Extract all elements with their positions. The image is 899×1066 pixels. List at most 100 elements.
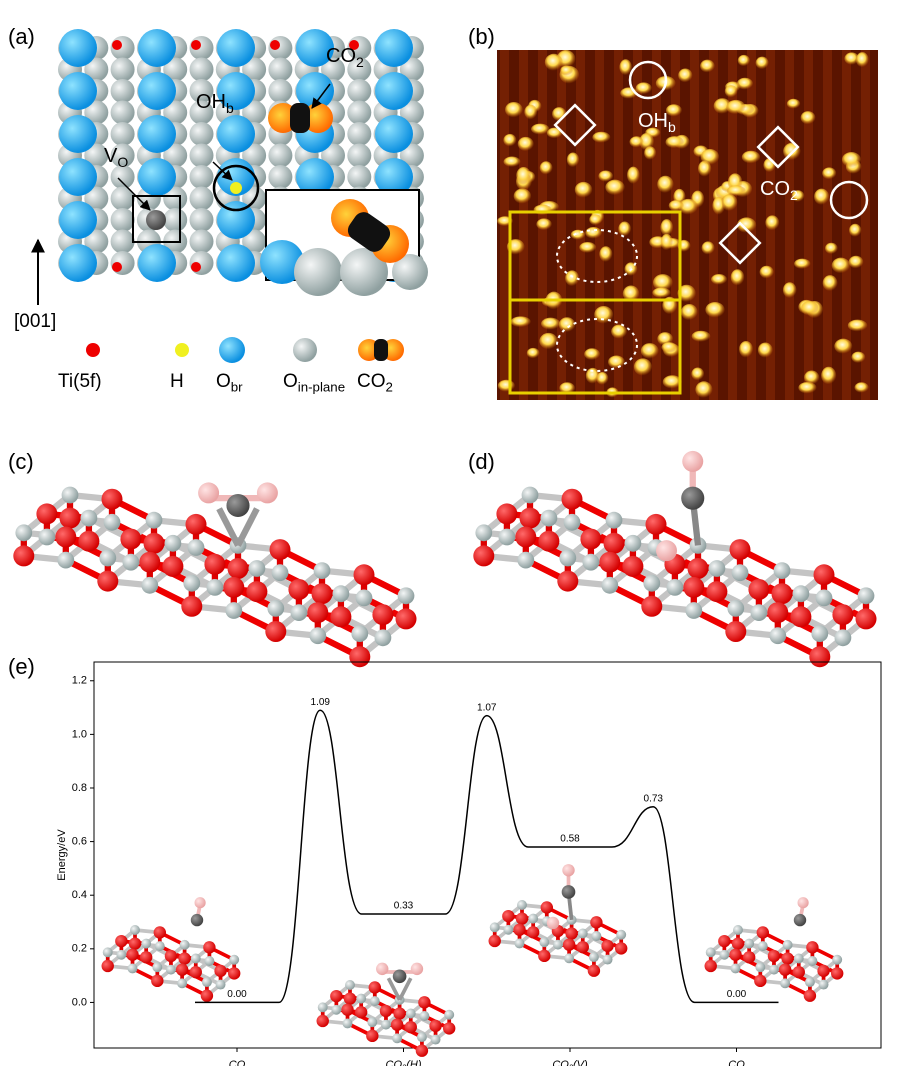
stm-row bbox=[861, 50, 870, 400]
stm-spot bbox=[760, 266, 774, 279]
atom bbox=[516, 912, 528, 924]
atom bbox=[727, 600, 744, 617]
stm-spot bbox=[848, 320, 867, 332]
stm-spot bbox=[611, 325, 627, 339]
atom bbox=[520, 508, 541, 529]
stm-row bbox=[823, 50, 832, 400]
stm-spot bbox=[531, 124, 549, 135]
atom bbox=[330, 606, 351, 627]
atom bbox=[36, 503, 57, 524]
bridge-oxygen bbox=[59, 115, 97, 153]
stm-spot bbox=[503, 134, 516, 147]
atom bbox=[443, 1022, 455, 1034]
atom bbox=[398, 587, 415, 604]
in-plane-oxygen bbox=[111, 79, 135, 103]
atom bbox=[794, 914, 806, 926]
atom bbox=[809, 646, 830, 667]
atom bbox=[102, 489, 123, 510]
bridge-oxygen bbox=[59, 201, 97, 239]
stm-spot bbox=[821, 367, 836, 385]
atom bbox=[155, 941, 165, 951]
stm-spot bbox=[579, 242, 596, 253]
atom bbox=[309, 627, 326, 644]
atom bbox=[396, 608, 417, 629]
atom bbox=[180, 940, 190, 950]
stm-spot bbox=[738, 55, 750, 66]
in-plane-oxygen bbox=[190, 165, 214, 189]
stm-spot bbox=[763, 158, 775, 172]
atom bbox=[769, 965, 779, 975]
in-plane-oxygen bbox=[111, 122, 135, 146]
y-axis-label: Energy/eV bbox=[56, 829, 68, 881]
in-plane-oxygen bbox=[190, 122, 214, 146]
atom bbox=[615, 942, 627, 954]
atom bbox=[517, 552, 534, 569]
x-tick-label: CO₂(H) bbox=[386, 1059, 422, 1066]
atom bbox=[177, 978, 187, 988]
atom bbox=[729, 949, 741, 961]
atom bbox=[141, 577, 158, 594]
label-sub: b bbox=[226, 100, 234, 116]
stm-spot bbox=[727, 185, 746, 196]
atom bbox=[372, 604, 393, 625]
atom bbox=[99, 550, 116, 567]
atom bbox=[538, 950, 550, 962]
label-main: V bbox=[104, 145, 118, 167]
co2-carbon bbox=[290, 103, 310, 133]
bridge-oxygen bbox=[375, 72, 413, 110]
atom bbox=[141, 939, 151, 949]
stm-spot bbox=[739, 341, 753, 358]
stm-spot bbox=[527, 348, 540, 359]
y-tick-label: 1.2 bbox=[72, 675, 87, 687]
atom bbox=[204, 956, 214, 966]
atom bbox=[154, 926, 166, 938]
hydrogen bbox=[230, 182, 242, 194]
atom bbox=[767, 602, 788, 623]
label-sub: O bbox=[117, 154, 128, 170]
atom bbox=[725, 621, 746, 642]
stm-spot bbox=[567, 152, 579, 167]
stm-spot bbox=[851, 352, 865, 363]
stm-spot bbox=[605, 180, 624, 196]
atom bbox=[270, 539, 291, 560]
atom bbox=[601, 940, 613, 952]
atom bbox=[578, 929, 588, 939]
page: (a)(b)(c)(d)(e)VOOHbCO2[001]Ti(5f)HObrOi… bbox=[0, 0, 899, 1066]
in-plane-oxygen bbox=[268, 165, 292, 189]
atom bbox=[102, 960, 114, 972]
bridge-oxygen bbox=[138, 115, 176, 153]
stm-row bbox=[804, 50, 813, 400]
atom bbox=[272, 564, 289, 581]
stm-spot bbox=[678, 68, 692, 82]
label-main: OH bbox=[196, 91, 226, 113]
stm-spot bbox=[505, 102, 523, 118]
stm-spot bbox=[630, 136, 644, 147]
atom bbox=[345, 980, 355, 990]
in-plane-oxygen bbox=[111, 101, 135, 125]
atom bbox=[755, 962, 765, 972]
atom bbox=[744, 939, 754, 949]
label-sub: b bbox=[668, 119, 676, 135]
atom bbox=[381, 1020, 391, 1030]
in-plane-oxygen bbox=[111, 58, 135, 82]
barrier bbox=[612, 807, 695, 1003]
atom bbox=[515, 938, 525, 948]
atom bbox=[405, 1021, 417, 1033]
x-tick-label: CO bbox=[728, 1059, 745, 1066]
barrier bbox=[279, 710, 362, 1002]
stm-spot bbox=[814, 189, 829, 205]
in-plane-oxygen bbox=[190, 144, 214, 168]
atom bbox=[832, 955, 842, 965]
atom bbox=[709, 560, 726, 577]
atom bbox=[349, 646, 370, 667]
atom bbox=[538, 531, 559, 552]
barrier bbox=[446, 716, 529, 914]
atom bbox=[191, 954, 201, 964]
y-tick-label: 0.8 bbox=[72, 782, 87, 794]
stm-row bbox=[576, 50, 585, 400]
atom bbox=[186, 514, 207, 535]
atom bbox=[183, 575, 200, 592]
atom bbox=[129, 937, 141, 949]
label-main: O bbox=[216, 371, 231, 392]
atom bbox=[559, 550, 576, 567]
